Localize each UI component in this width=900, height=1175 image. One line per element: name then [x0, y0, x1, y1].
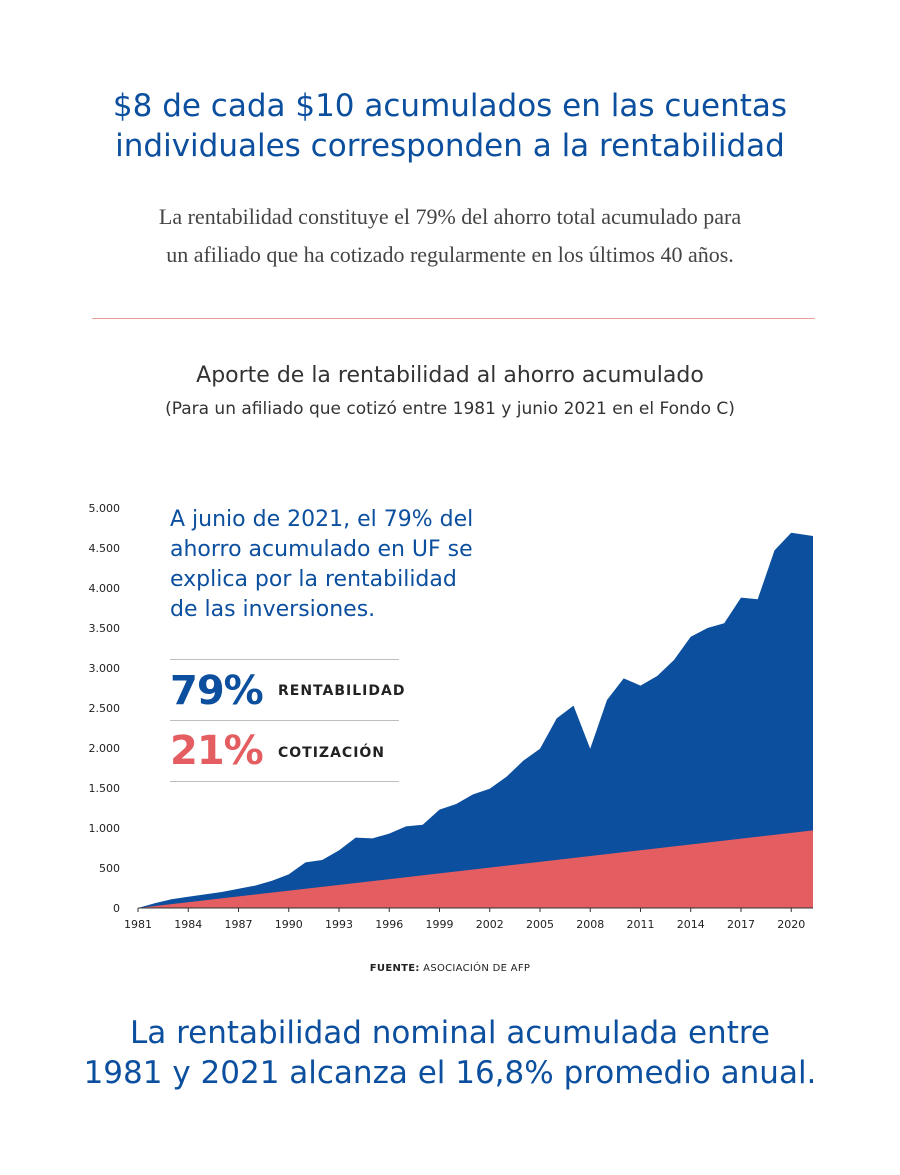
x-tick-label: 1999: [425, 918, 453, 931]
divider: [92, 318, 815, 319]
chart-title: Aporte de la rentabilidad al ahorro acum…: [196, 363, 704, 388]
stat-rule-bottom: [170, 781, 399, 782]
annotation-line-4: de las inversiones.: [170, 597, 376, 622]
rentabilidad-label: RENTABILIDAD: [278, 683, 406, 699]
footer-statement: La rentabilidad nominal acumulada entre …: [0, 1013, 900, 1093]
x-tick-label: 2005: [526, 918, 554, 931]
series-area-rentabilidad: [138, 532, 813, 908]
subtext-line-2: un afiliado que ha cotizado regularmente…: [166, 242, 734, 267]
cotizacion-label: COTIZACIÓN: [278, 745, 386, 761]
x-tick-label: 1987: [224, 918, 252, 931]
headline-line-1: $8 de cada $10 acumulados en las cuentas: [112, 88, 788, 124]
y-tick-label: 4.500: [89, 542, 121, 555]
chart-subtitle: (Para un afiliado que cotizó entre 1981 …: [165, 399, 735, 419]
x-tick-label: 1996: [375, 918, 403, 931]
y-tick-label: 4.000: [89, 582, 121, 595]
chart-annotation: A junio de 2021, el 79% del ahorro acumu…: [170, 505, 510, 625]
source-prefix: FUENTE:: [369, 963, 420, 974]
subtext: La rentabilidad constituye el 79% del ah…: [60, 198, 840, 274]
x-tick-label: 2002: [476, 918, 504, 931]
x-tick-label: 1990: [275, 918, 303, 931]
y-tick-label: 500: [99, 862, 120, 875]
y-tick-label: 3.500: [89, 622, 121, 635]
x-tick-label: 2017: [727, 918, 755, 931]
annotation-line-2: ahorro acumulado en UF se: [170, 537, 473, 562]
x-tick-label: 1993: [325, 918, 353, 931]
rentabilidad-percent: 79%: [170, 668, 264, 714]
stat-rule-middle: [170, 720, 399, 721]
y-tick-label: 2.500: [89, 702, 121, 715]
x-tick-label: 2008: [576, 918, 604, 931]
source-text: ASOCIACIÓN DE AFP: [423, 963, 531, 974]
y-tick-label: 5.000: [89, 502, 121, 515]
area-chart: 0 500 1.000 1.500 2.000 2.500 3.000 3.500 4.000 4…: [89, 502, 813, 931]
annotation-line-3: explica por la rentabilidad: [170, 567, 457, 592]
x-tick-label: 2011: [626, 918, 654, 931]
x-tick-label: 2014: [677, 918, 705, 931]
source-note: FUENTE: ASOCIACIÓN DE AFP: [0, 963, 900, 974]
headline-line-2: individuales corresponden a la rentabili…: [115, 128, 785, 164]
footer-line-2: 1981 y 2021 alcanza el 16,8% promedio an…: [83, 1055, 817, 1091]
x-tick-label: 1984: [174, 918, 202, 931]
footer-line-1: La rentabilidad nominal acumulada entre: [130, 1015, 770, 1051]
y-tick-label: 1.000: [89, 822, 121, 835]
y-tick-label: 2.000: [89, 742, 121, 755]
stat-rule-top: [170, 659, 399, 660]
cotizacion-percent: 21%: [170, 728, 264, 774]
y-tick-label: 1.500: [89, 782, 121, 795]
subtext-line-1: La rentabilidad constituye el 79% del ah…: [158, 204, 742, 229]
y-tick-label: 3.000: [89, 662, 121, 675]
x-tick-label: 1981: [124, 918, 152, 931]
headline: $8 de cada $10 acumulados en las cuentas…: [0, 86, 900, 166]
x-tick-label: 2020: [777, 918, 805, 931]
annotation-line-1: A junio de 2021, el 79% del: [170, 507, 474, 532]
y-tick-label: 0: [113, 902, 120, 915]
